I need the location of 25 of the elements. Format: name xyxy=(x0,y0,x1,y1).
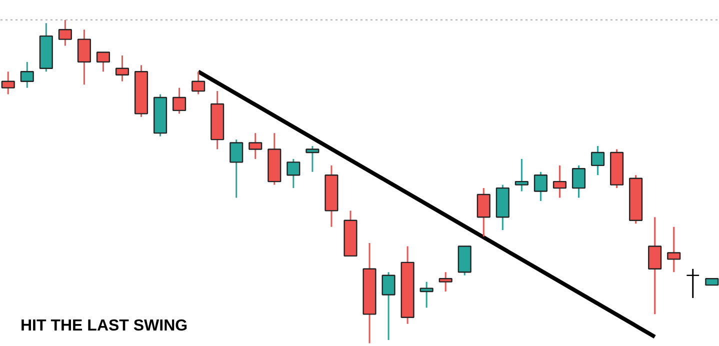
candlestick xyxy=(648,216,662,315)
candlestick xyxy=(248,132,262,160)
candlestick xyxy=(192,70,206,96)
candlestick xyxy=(534,171,548,202)
candlestick xyxy=(20,61,34,89)
candlestick xyxy=(552,164,567,198)
candlestick xyxy=(286,158,300,189)
candlestick xyxy=(382,271,396,341)
candlestick xyxy=(1,70,15,96)
candlestick xyxy=(230,138,244,198)
candlestick xyxy=(420,281,434,308)
candlestick xyxy=(172,87,186,114)
annotation: HIT THE LAST SWING xyxy=(20,318,188,334)
candlestick xyxy=(572,164,586,198)
candlestick xyxy=(476,187,490,238)
candlestick xyxy=(96,51,110,72)
candlestick xyxy=(590,145,605,176)
candlestick xyxy=(438,271,452,292)
candlestick xyxy=(514,158,528,192)
candlestick xyxy=(77,28,91,86)
candlestick xyxy=(667,226,681,273)
candlestick xyxy=(306,145,320,173)
candlestick xyxy=(686,268,700,299)
candlestick xyxy=(58,19,72,47)
candlestick xyxy=(115,54,130,82)
